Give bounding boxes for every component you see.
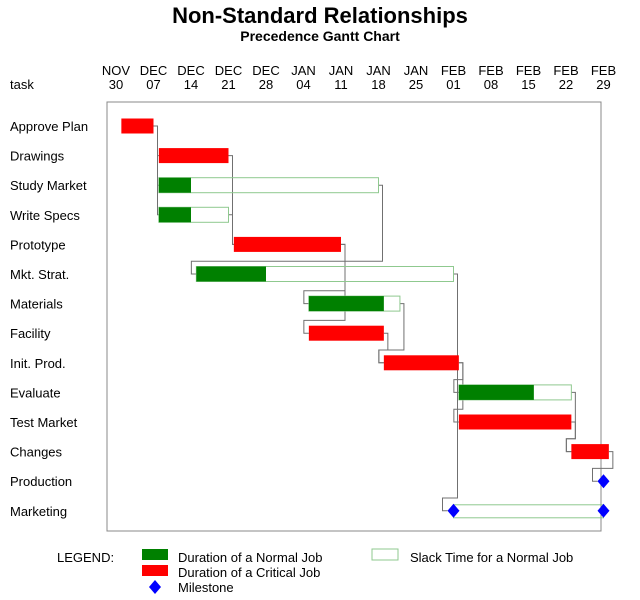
- task-rows: Approve Plan Drawings Study Market Write Sp…: [10, 118, 610, 519]
- task-label-3: Write Specs: [10, 208, 80, 223]
- x-tick-month-8: JAN: [404, 63, 429, 78]
- link-5: [190, 184, 383, 275]
- link-14: [565, 421, 576, 453]
- task-bar-3: [158, 207, 191, 223]
- legend-milestone-icon: [149, 580, 161, 594]
- x-tick-day-12: 22: [559, 77, 573, 92]
- link-0: [153, 125, 159, 157]
- x-tick-day-1: 07: [146, 77, 160, 92]
- milestone-end-13: [597, 503, 610, 518]
- slack-bar-2: [158, 177, 379, 194]
- link-7: [303, 243, 346, 334]
- legend-milestone-text: Milestone: [178, 580, 234, 595]
- legend-critical-text: Duration of a Critical Job: [178, 565, 320, 580]
- milestone-13: [447, 503, 460, 518]
- task-bar-7: [308, 325, 384, 341]
- x-tick-day-4: 28: [259, 77, 273, 92]
- x-tick-month-5: JAN: [291, 63, 316, 78]
- x-tick-month-0: NOV: [102, 63, 131, 78]
- x-tick-month-6: JAN: [329, 63, 354, 78]
- task-bar-0: [121, 118, 154, 134]
- x-tick-day-9: 01: [446, 77, 460, 92]
- x-tick-month-7: JAN: [366, 63, 391, 78]
- link-10: [453, 273, 459, 393]
- task-bar-6: [308, 296, 384, 312]
- x-tick-month-13: FEB: [591, 63, 616, 78]
- precedence-links: [153, 125, 614, 512]
- row-header: task: [10, 77, 34, 92]
- legend-normal-swatch: [142, 549, 168, 560]
- legend-slack-swatch: [371, 548, 399, 561]
- task-label-10: Test Market: [10, 415, 78, 430]
- x-tick-day-10: 08: [484, 77, 498, 92]
- x-tick-month-12: FEB: [553, 63, 578, 78]
- milestone-12: [597, 474, 610, 489]
- x-tick-month-1: DEC: [140, 63, 167, 78]
- x-tick-day-11: 15: [521, 77, 535, 92]
- link-4: [228, 214, 234, 245]
- legend-normal-text: Duration of a Normal Job: [178, 550, 323, 565]
- link-6: [303, 243, 346, 305]
- x-tick-day-5: 04: [296, 77, 310, 92]
- x-tick-day-6: 11: [334, 77, 348, 92]
- task-bar-10: [458, 414, 572, 430]
- task-label-2: Study Market: [10, 178, 87, 193]
- x-tick-day-7: 18: [371, 77, 385, 92]
- task-label-4: Prototype: [10, 237, 66, 252]
- task-bar-8: [383, 355, 459, 371]
- x-tick-month-2: DEC: [177, 63, 204, 78]
- link-16: [442, 273, 458, 512]
- x-axis: NOV30DEC07DEC14DEC21DEC28JAN04JAN11JAN18…: [102, 63, 616, 92]
- x-tick-day-8: 25: [409, 77, 423, 92]
- task-label-5: Mkt. Strat.: [10, 267, 69, 282]
- x-tick-day-3: 21: [221, 77, 235, 92]
- task-bar-11: [571, 444, 609, 460]
- legend-slack-text: Slack Time for a Normal Job: [410, 550, 573, 565]
- link-3: [228, 155, 234, 245]
- task-label-7: Facility: [10, 326, 51, 341]
- plot-frame: [106, 101, 602, 532]
- task-label-6: Materials: [10, 297, 63, 312]
- x-tick-day-13: 29: [596, 77, 610, 92]
- link-15: [592, 451, 614, 482]
- x-tick-month-4: DEC: [252, 63, 279, 78]
- chart-subtitle: Precedence Gantt Chart: [240, 28, 400, 44]
- x-tick-month-9: FEB: [441, 63, 466, 78]
- task-bar-5: [196, 266, 266, 282]
- task-bar-1: [158, 148, 229, 164]
- task-bar-4: [233, 236, 341, 252]
- link-2: [153, 125, 159, 216]
- link-12: [453, 362, 464, 423]
- chart-title: Non-Standard Relationships: [172, 3, 468, 28]
- task-label-0: Approve Plan: [10, 119, 88, 134]
- task-label-9: Evaluate: [10, 385, 61, 400]
- legend: LEGEND: Duration of a Normal Job Duratio…: [57, 548, 573, 595]
- task-label-12: Production: [10, 474, 72, 489]
- x-tick-month-10: FEB: [478, 63, 503, 78]
- x-tick-month-3: DEC: [215, 63, 242, 78]
- task-label-8: Init. Prod.: [10, 356, 66, 371]
- task-bar-9: [458, 384, 534, 400]
- task-label-11: Changes: [10, 445, 63, 460]
- x-tick-day-0: 30: [109, 77, 123, 92]
- task-label-1: Drawings: [10, 149, 65, 164]
- task-label-13: Marketing: [10, 504, 67, 519]
- x-tick-month-11: FEB: [516, 63, 541, 78]
- slack-bar-13: [453, 504, 604, 519]
- x-tick-day-2: 14: [184, 77, 198, 92]
- task-bar-2: [158, 177, 191, 193]
- legend-label: LEGEND:: [57, 550, 114, 565]
- legend-critical-swatch: [142, 565, 168, 576]
- link-9: [378, 332, 389, 364]
